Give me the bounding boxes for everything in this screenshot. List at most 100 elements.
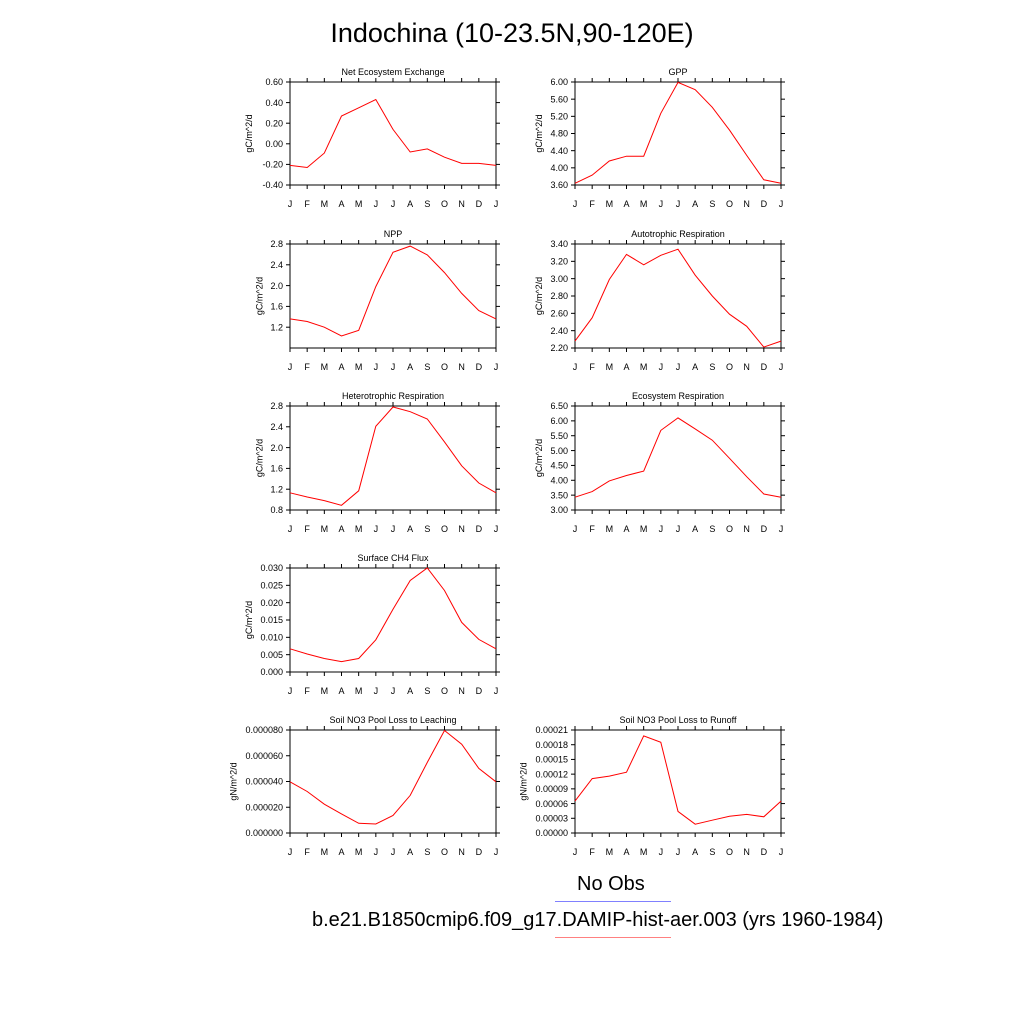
plot-frame xyxy=(289,405,497,511)
series-line xyxy=(289,729,497,825)
y-tick-label: 1.6 xyxy=(270,302,283,312)
y-axis-label: gC/m^2/d xyxy=(244,114,254,152)
chart-title: GPP xyxy=(668,67,687,77)
y-tick-label: 0.025 xyxy=(260,581,283,591)
x-tick-label: J xyxy=(573,847,578,857)
plot-frame xyxy=(289,81,497,186)
y-tick-label: 0.005 xyxy=(260,650,283,660)
x-tick-label: A xyxy=(692,199,698,209)
x-tick-label: J xyxy=(676,199,681,209)
x-tick-label: O xyxy=(726,362,733,372)
y-tick-label: 0.00003 xyxy=(535,813,568,823)
y-axis-label: gC/m^2/d xyxy=(254,277,264,315)
x-tick-label: F xyxy=(304,362,310,372)
x-tick-label: A xyxy=(407,362,413,372)
x-tick-label: N xyxy=(458,847,465,857)
x-tick-label: O xyxy=(726,199,733,209)
y-tick-label: 3.40 xyxy=(550,239,568,249)
y-tick-label: 0.00012 xyxy=(535,769,568,779)
series-line xyxy=(574,735,782,825)
y-tick-label: 3.50 xyxy=(550,490,568,500)
x-tick-label: A xyxy=(692,847,698,857)
x-tick-label: J xyxy=(391,847,396,857)
y-tick-label: 0.40 xyxy=(265,98,283,108)
chart-panel: Autotrophic Respiration 2.20 2.40 2.60 2.80 3… xyxy=(534,229,785,372)
y-tick-label: 0.000060 xyxy=(245,751,283,761)
series-line xyxy=(289,567,497,663)
y-axis-label: gC/m^2/d xyxy=(534,277,544,315)
x-tick-label: M xyxy=(355,199,363,209)
x-tick-label: S xyxy=(424,524,430,534)
x-tick-label: M xyxy=(321,847,329,857)
x-tick-label: N xyxy=(458,362,465,372)
x-tick-label: S xyxy=(424,847,430,857)
x-tick-label: D xyxy=(761,524,768,534)
x-tick-label: N xyxy=(743,199,750,209)
x-tick-label: A xyxy=(623,362,629,372)
y-tick-label: 0.010 xyxy=(260,633,283,643)
plot-frame xyxy=(289,729,497,834)
x-tick-label: J xyxy=(659,199,664,209)
y-tick-label: 5.60 xyxy=(550,94,568,104)
x-tick-label: A xyxy=(692,362,698,372)
y-axis-label: gC/m^2/d xyxy=(254,439,264,477)
x-tick-label: D xyxy=(761,847,768,857)
y-tick-label: 2.0 xyxy=(270,281,283,291)
x-tick-label: D xyxy=(476,362,483,372)
x-tick-label: S xyxy=(709,524,715,534)
x-tick-label: A xyxy=(692,524,698,534)
series-line xyxy=(574,248,782,348)
y-tick-label: 3.20 xyxy=(550,257,568,267)
x-tick-label: A xyxy=(407,847,413,857)
x-tick-label: A xyxy=(623,847,629,857)
x-tick-label: J xyxy=(374,686,379,696)
chart-title: Soil NO3 Pool Loss to Leaching xyxy=(329,715,456,725)
x-tick-label: J xyxy=(494,847,499,857)
x-tick-label: S xyxy=(709,847,715,857)
x-tick-label: J xyxy=(288,686,293,696)
x-tick-label: F xyxy=(589,847,595,857)
x-tick-label: J xyxy=(391,524,396,534)
y-tick-label: 3.00 xyxy=(550,274,568,284)
x-tick-label: J xyxy=(573,362,578,372)
y-tick-label: 0.20 xyxy=(265,118,283,128)
x-tick-label: O xyxy=(441,524,448,534)
x-tick-label: J xyxy=(374,847,379,857)
x-tick-label: F xyxy=(589,524,595,534)
x-tick-label: M xyxy=(355,524,363,534)
x-tick-label: M xyxy=(640,524,648,534)
x-tick-label: J xyxy=(779,362,784,372)
x-tick-label: M xyxy=(321,524,329,534)
plot-frame xyxy=(574,405,782,511)
chart-title: Surface CH4 Flux xyxy=(357,553,429,563)
x-tick-label: D xyxy=(476,686,483,696)
x-tick-label: J xyxy=(494,199,499,209)
y-tick-label: 2.4 xyxy=(270,260,283,270)
chart-panel: Soil NO3 Pool Loss to Leaching 0.000000 0.… xyxy=(228,715,500,857)
x-tick-label: N xyxy=(743,362,750,372)
x-tick-label: M xyxy=(321,686,329,696)
y-tick-label: 4.40 xyxy=(550,146,568,156)
x-tick-label: A xyxy=(407,686,413,696)
x-tick-label: J xyxy=(288,524,293,534)
x-tick-label: S xyxy=(709,362,715,372)
x-tick-label: F xyxy=(304,524,310,534)
x-tick-label: M xyxy=(606,362,614,372)
x-tick-label: A xyxy=(338,524,344,534)
x-tick-label: O xyxy=(441,199,448,209)
x-tick-label: J xyxy=(288,362,293,372)
x-tick-label: F xyxy=(304,686,310,696)
y-tick-label: 0.00009 xyxy=(535,784,568,794)
x-tick-label: J xyxy=(573,524,578,534)
x-tick-label: N xyxy=(458,199,465,209)
x-tick-label: M xyxy=(321,199,329,209)
chart-title: Net Ecosystem Exchange xyxy=(341,67,444,77)
chart-title: NPP xyxy=(384,229,403,239)
x-tick-label: J xyxy=(391,362,396,372)
chart-panel: Surface CH4 Flux 0.000 0.005 0.010 0.015 0.02… xyxy=(244,553,500,696)
y-tick-label: 0.000080 xyxy=(245,725,283,735)
plot-frame xyxy=(574,243,782,349)
x-tick-label: J xyxy=(659,524,664,534)
y-tick-label: 2.80 xyxy=(550,291,568,301)
